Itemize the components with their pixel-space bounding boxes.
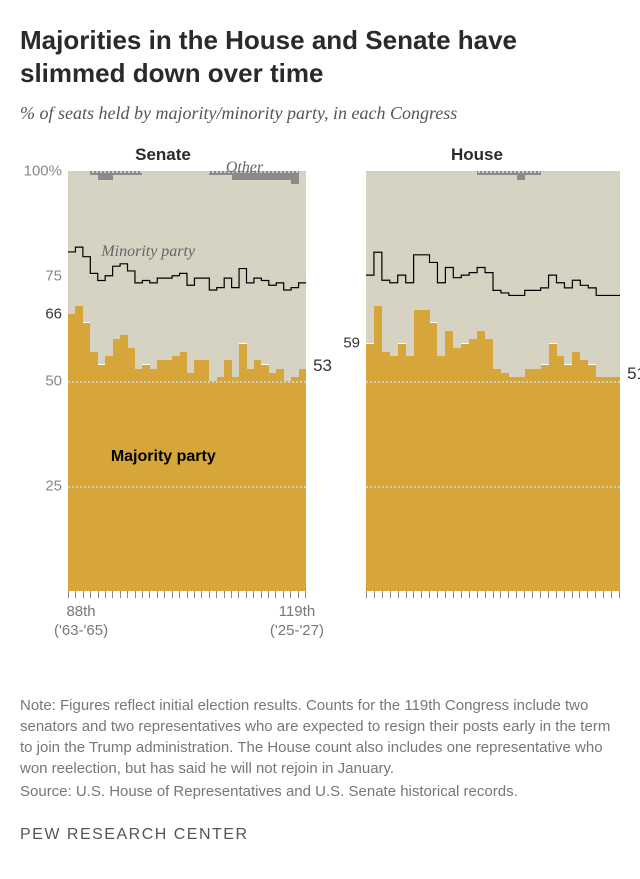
house-y-gutter: 59 xyxy=(334,171,366,591)
note-text: Note: Figures reflect initial election r… xyxy=(20,695,620,779)
footer-text: PEW RESEARCH CENTER xyxy=(20,826,620,844)
y-tick-50: 50 xyxy=(45,373,62,390)
page-subtitle: % of seats held by majority/minority par… xyxy=(20,101,620,125)
x-end-bot: ('25-'27) xyxy=(270,622,324,639)
panel-house: House 59 51 xyxy=(334,145,620,647)
label-other: Other xyxy=(226,159,263,177)
y-tick-75: 75 xyxy=(45,268,62,285)
house-end-value: 51 xyxy=(627,364,640,384)
panel-house-title: House xyxy=(334,145,620,165)
page-title: Majorities in the House and Senate have … xyxy=(20,24,620,89)
label-majority: Majority party xyxy=(111,448,216,466)
y-tick-100: 100% xyxy=(24,163,62,180)
house-plot: 51 xyxy=(366,171,620,591)
panel-senate-chart: 100% 75 50 25 66 Other Minority party Ma… xyxy=(20,171,306,591)
panel-senate: Senate 100% 75 50 25 66 Other Minority p… xyxy=(20,145,306,647)
source-text: Source: U.S. House of Representatives an… xyxy=(20,781,620,802)
x-start-top: 88th xyxy=(66,603,95,620)
charts-row: Senate 100% 75 50 25 66 Other Minority p… xyxy=(20,145,620,647)
label-minority: Minority party xyxy=(101,243,195,261)
senate-plot: Other Minority party Majority party 53 xyxy=(68,171,306,591)
senate-start-value: 66 xyxy=(45,306,62,323)
y-tick-25: 25 xyxy=(45,478,62,495)
x-end-top: 119th xyxy=(279,603,315,620)
senate-x-labels: 88th ('63-'65) 119th ('25-'27) xyxy=(20,603,306,647)
x-start-bot: ('63-'65) xyxy=(54,622,108,639)
house-x-labels xyxy=(334,603,620,647)
y-axis-labels: 100% 75 50 25 66 xyxy=(20,171,68,591)
senate-end-value: 53 xyxy=(313,356,332,376)
panel-house-chart: 59 51 xyxy=(334,171,620,591)
house-start-value: 59 xyxy=(343,335,360,352)
